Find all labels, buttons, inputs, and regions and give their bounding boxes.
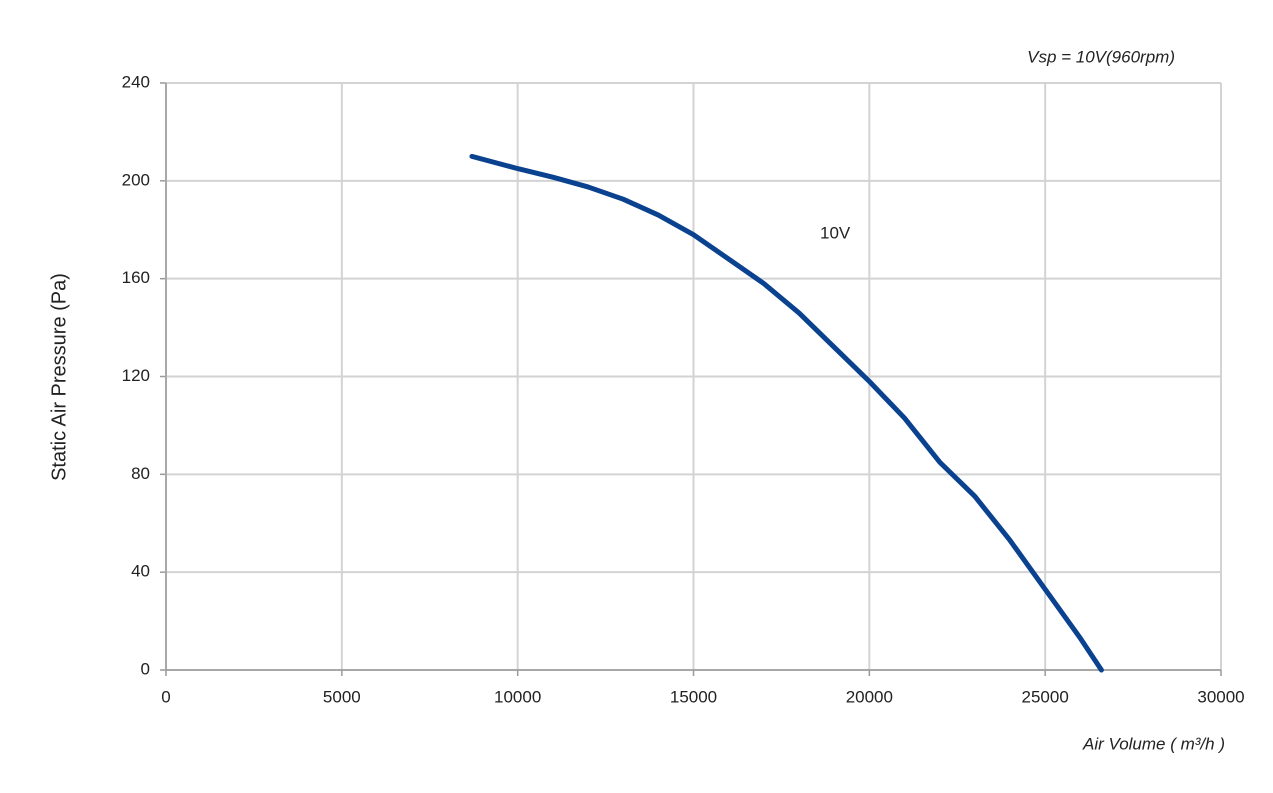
y-tick-label: 200 <box>122 170 150 189</box>
x-tick-label: 15000 <box>670 687 717 706</box>
y-tick-label: 120 <box>122 366 150 385</box>
y-tick-label: 240 <box>122 72 150 91</box>
y-axis-label: Static Air Pressure (Pa) <box>48 273 70 481</box>
x-tick-label: 10000 <box>494 687 541 706</box>
y-tick-label: 160 <box>122 268 150 287</box>
x-tick-label: 25000 <box>1022 687 1069 706</box>
x-axis-label: Air Volume ( m³/h ) <box>1082 734 1225 753</box>
y-tick-label: 0 <box>141 659 150 678</box>
data-line <box>469 153 1104 673</box>
y-tick-label: 80 <box>131 464 150 483</box>
x-tick-label: 0 <box>161 687 170 706</box>
series-label: 10V <box>820 223 851 242</box>
x-tick-label: 30000 <box>1197 687 1244 706</box>
chart-title: Vsp = 10V(960rpm) <box>1027 47 1175 66</box>
x-tick-label: 20000 <box>846 687 893 706</box>
y-tick-label: 40 <box>131 562 150 581</box>
x-tick-label: 5000 <box>323 687 361 706</box>
